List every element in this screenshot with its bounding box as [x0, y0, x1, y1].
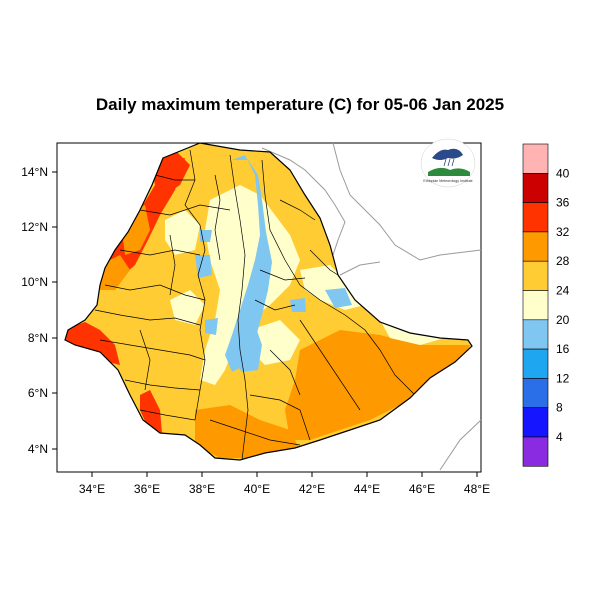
- lon-tick-label: 40°E: [244, 482, 270, 496]
- country-outline: [64, 142, 473, 461]
- colorbar-label: 16: [556, 342, 570, 356]
- lon-tick-label: 38°E: [189, 482, 215, 496]
- colorbar-label: 12: [556, 371, 570, 385]
- lon-tick-label: 42°E: [299, 482, 325, 496]
- logo-text: Ethiopian Meteorology Institute: [423, 179, 472, 183]
- lat-tick-label: 14°N: [21, 165, 48, 179]
- colorbar-label: 24: [556, 284, 570, 298]
- colorbar: 40 36 32 28 24 20 16 12 8 4: [522, 143, 570, 467]
- colorbar-swatch: [522, 173, 549, 203]
- lat-tick-label: 10°N: [21, 275, 48, 289]
- colorbar-label: 40: [556, 166, 570, 180]
- neighbor-borders: [261, 142, 482, 471]
- colorbar-swatch: [522, 407, 549, 438]
- colorbar-swatch: [522, 436, 549, 467]
- colorbar-swatch: [522, 378, 549, 408]
- colorbar-swatch: [522, 348, 549, 379]
- cloud-icon: [432, 148, 463, 160]
- lat-tick-label: 4°N: [28, 442, 48, 456]
- colorbar-label: 36: [556, 196, 570, 210]
- lat-tick-labels: 14°N 12°N 10°N 8°N 6°N 4°N: [21, 165, 48, 456]
- admin-borders: [94, 149, 416, 460]
- colorbar-label: 20: [556, 313, 570, 327]
- lon-tick-label: 46°E: [409, 482, 435, 496]
- map-title: Daily maximum temperature (C) for 05-06 …: [95, 95, 505, 114]
- colorbar-swatch: [522, 290, 549, 321]
- lon-tick-label: 48°E: [464, 482, 490, 496]
- colorbar-label: 28: [556, 254, 570, 268]
- lat-tick-label: 6°N: [28, 386, 48, 400]
- rain-icon: [443, 158, 455, 167]
- lat-tick-label: 12°N: [21, 220, 48, 234]
- institute-logo: Ethiopian Meteorology Institute: [420, 138, 476, 188]
- lon-tick-label: 36°E: [134, 482, 160, 496]
- colorbar-label: 8: [556, 401, 563, 415]
- colorbar-label: 4: [556, 430, 563, 444]
- lon-tick-label: 34°E: [79, 482, 105, 496]
- colorbar-swatch: [522, 319, 549, 350]
- lat-tick-label: 8°N: [28, 331, 48, 345]
- colorbar-swatch: [522, 260, 549, 291]
- axis-ticks: [52, 171, 478, 477]
- lon-tick-label: 44°E: [354, 482, 380, 496]
- colorbar-swatch: [522, 202, 549, 233]
- colorbar-swatch: [522, 231, 549, 262]
- lon-tick-labels: 34°E 36°E 38°E 40°E 42°E 44°E 46°E 48°E: [79, 482, 490, 496]
- colorbar-label: 32: [556, 225, 570, 239]
- hills-icon: [428, 167, 470, 176]
- colorbar-swatch: [522, 143, 549, 174]
